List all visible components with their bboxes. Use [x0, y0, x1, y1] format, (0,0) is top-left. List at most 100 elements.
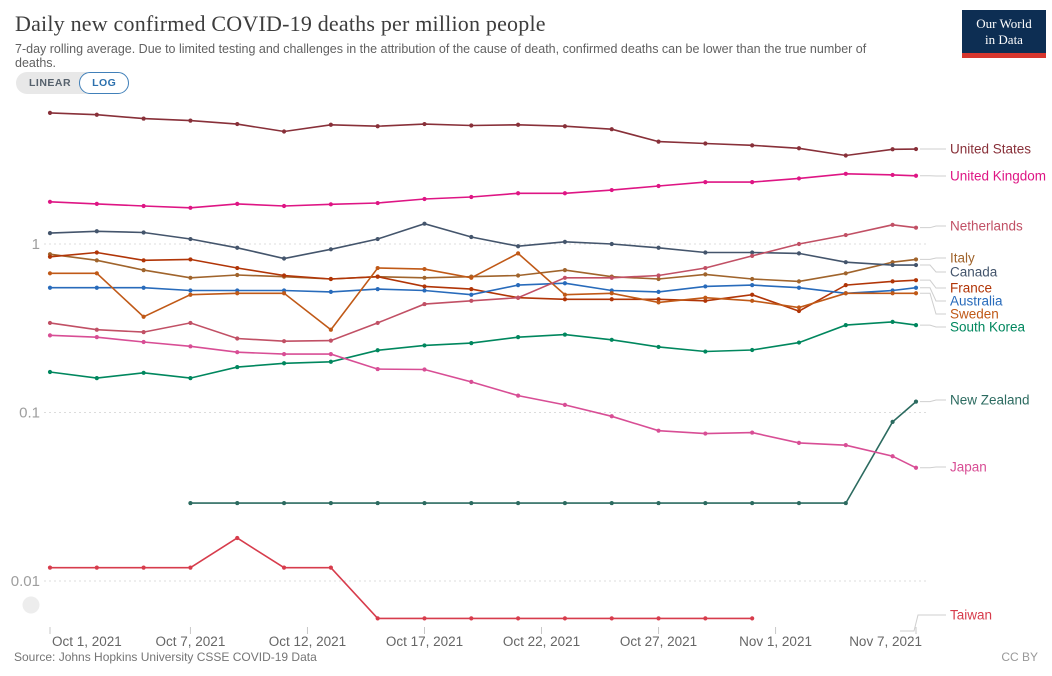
data-point[interactable]: [235, 500, 240, 506]
data-point[interactable]: [141, 370, 146, 375]
data-point[interactable]: [843, 443, 848, 448]
data-point[interactable]: [913, 262, 919, 268]
data-point[interactable]: [281, 203, 287, 209]
data-point[interactable]: [796, 308, 802, 314]
data-point[interactable]: [328, 359, 333, 364]
data-point[interactable]: [609, 500, 614, 506]
data-point[interactable]: [562, 275, 568, 280]
data-point[interactable]: [94, 229, 99, 234]
timeline-play-handle[interactable]: [22, 596, 40, 614]
data-point[interactable]: [94, 327, 99, 332]
series-japan[interactable]: [47, 333, 919, 470]
data-point[interactable]: [94, 258, 99, 263]
data-point[interactable]: [422, 275, 427, 280]
data-point[interactable]: [913, 465, 919, 470]
data-point[interactable]: [469, 275, 474, 280]
data-point[interactable]: [562, 268, 568, 273]
data-point[interactable]: [375, 348, 380, 353]
data-point[interactable]: [516, 273, 521, 278]
data-point[interactable]: [422, 266, 427, 272]
data-point[interactable]: [703, 250, 708, 255]
data-point[interactable]: [328, 276, 333, 282]
data-point[interactable]: [890, 291, 895, 296]
data-point[interactable]: [188, 236, 193, 242]
data-point[interactable]: [281, 273, 287, 278]
data-point[interactable]: [703, 616, 708, 621]
data-point[interactable]: [750, 616, 755, 621]
data-point[interactable]: [469, 123, 474, 128]
data-point[interactable]: [516, 251, 521, 256]
data-point[interactable]: [913, 285, 919, 290]
data-point[interactable]: [890, 172, 895, 178]
data-point[interactable]: [656, 344, 661, 350]
owid-logo[interactable]: Our World in Data: [962, 10, 1046, 58]
data-point[interactable]: [141, 565, 146, 570]
data-point[interactable]: [609, 297, 614, 302]
data-point[interactable]: [843, 171, 848, 176]
data-point[interactable]: [703, 180, 708, 185]
data-point[interactable]: [843, 291, 848, 296]
series-taiwan[interactable]: [47, 535, 755, 621]
data-point[interactable]: [281, 352, 287, 357]
data-point[interactable]: [656, 183, 661, 189]
data-point[interactable]: [796, 440, 802, 446]
data-point[interactable]: [656, 500, 661, 506]
data-point[interactable]: [796, 285, 802, 290]
data-point[interactable]: [703, 284, 708, 289]
data-point[interactable]: [469, 500, 474, 506]
data-point[interactable]: [422, 500, 427, 506]
legend-label-taiwan[interactable]: Taiwan: [950, 608, 992, 623]
data-point[interactable]: [843, 232, 848, 238]
data-point[interactable]: [141, 258, 146, 263]
data-point[interactable]: [375, 236, 380, 242]
data-point[interactable]: [235, 350, 240, 355]
data-point[interactable]: [141, 203, 146, 209]
data-point[interactable]: [516, 122, 521, 127]
data-point[interactable]: [375, 616, 380, 621]
data-point[interactable]: [375, 265, 380, 271]
data-point[interactable]: [47, 565, 53, 570]
legend-label-netherlands[interactable]: Netherlands: [950, 219, 1023, 234]
data-point[interactable]: [94, 271, 99, 276]
data-point[interactable]: [516, 191, 521, 196]
data-point[interactable]: [703, 272, 708, 277]
data-point[interactable]: [796, 305, 802, 310]
data-point[interactable]: [141, 268, 146, 273]
series-united-kingdom[interactable]: [47, 171, 919, 210]
data-point[interactable]: [422, 616, 427, 621]
data-point[interactable]: [890, 319, 895, 324]
series-australia[interactable]: [47, 281, 919, 297]
series-new-zealand[interactable]: [188, 399, 919, 506]
data-point[interactable]: [656, 616, 661, 621]
data-point[interactable]: [188, 500, 193, 506]
data-point[interactable]: [47, 110, 53, 115]
data-point[interactable]: [843, 153, 848, 158]
data-point[interactable]: [328, 327, 333, 332]
data-point[interactable]: [562, 292, 568, 297]
data-point[interactable]: [94, 112, 99, 117]
data-point[interactable]: [47, 199, 53, 204]
data-point[interactable]: [328, 565, 333, 570]
data-point[interactable]: [47, 369, 53, 375]
data-point[interactable]: [328, 289, 333, 294]
data-point[interactable]: [562, 124, 568, 129]
data-point[interactable]: [656, 139, 661, 144]
data-point[interactable]: [796, 500, 802, 506]
data-point[interactable]: [890, 222, 895, 227]
data-point[interactable]: [469, 341, 474, 346]
data-point[interactable]: [47, 320, 53, 326]
data-point[interactable]: [235, 272, 240, 278]
data-point[interactable]: [609, 337, 614, 342]
data-point[interactable]: [703, 431, 708, 436]
data-point[interactable]: [469, 234, 474, 240]
data-point[interactable]: [141, 230, 146, 235]
data-point[interactable]: [562, 616, 568, 621]
data-point[interactable]: [890, 454, 895, 459]
data-point[interactable]: [94, 285, 99, 290]
data-point[interactable]: [47, 271, 53, 276]
data-point[interactable]: [235, 364, 240, 370]
data-point[interactable]: [750, 143, 755, 148]
data-point[interactable]: [375, 124, 380, 129]
data-point[interactable]: [328, 122, 333, 127]
data-point[interactable]: [890, 260, 895, 265]
